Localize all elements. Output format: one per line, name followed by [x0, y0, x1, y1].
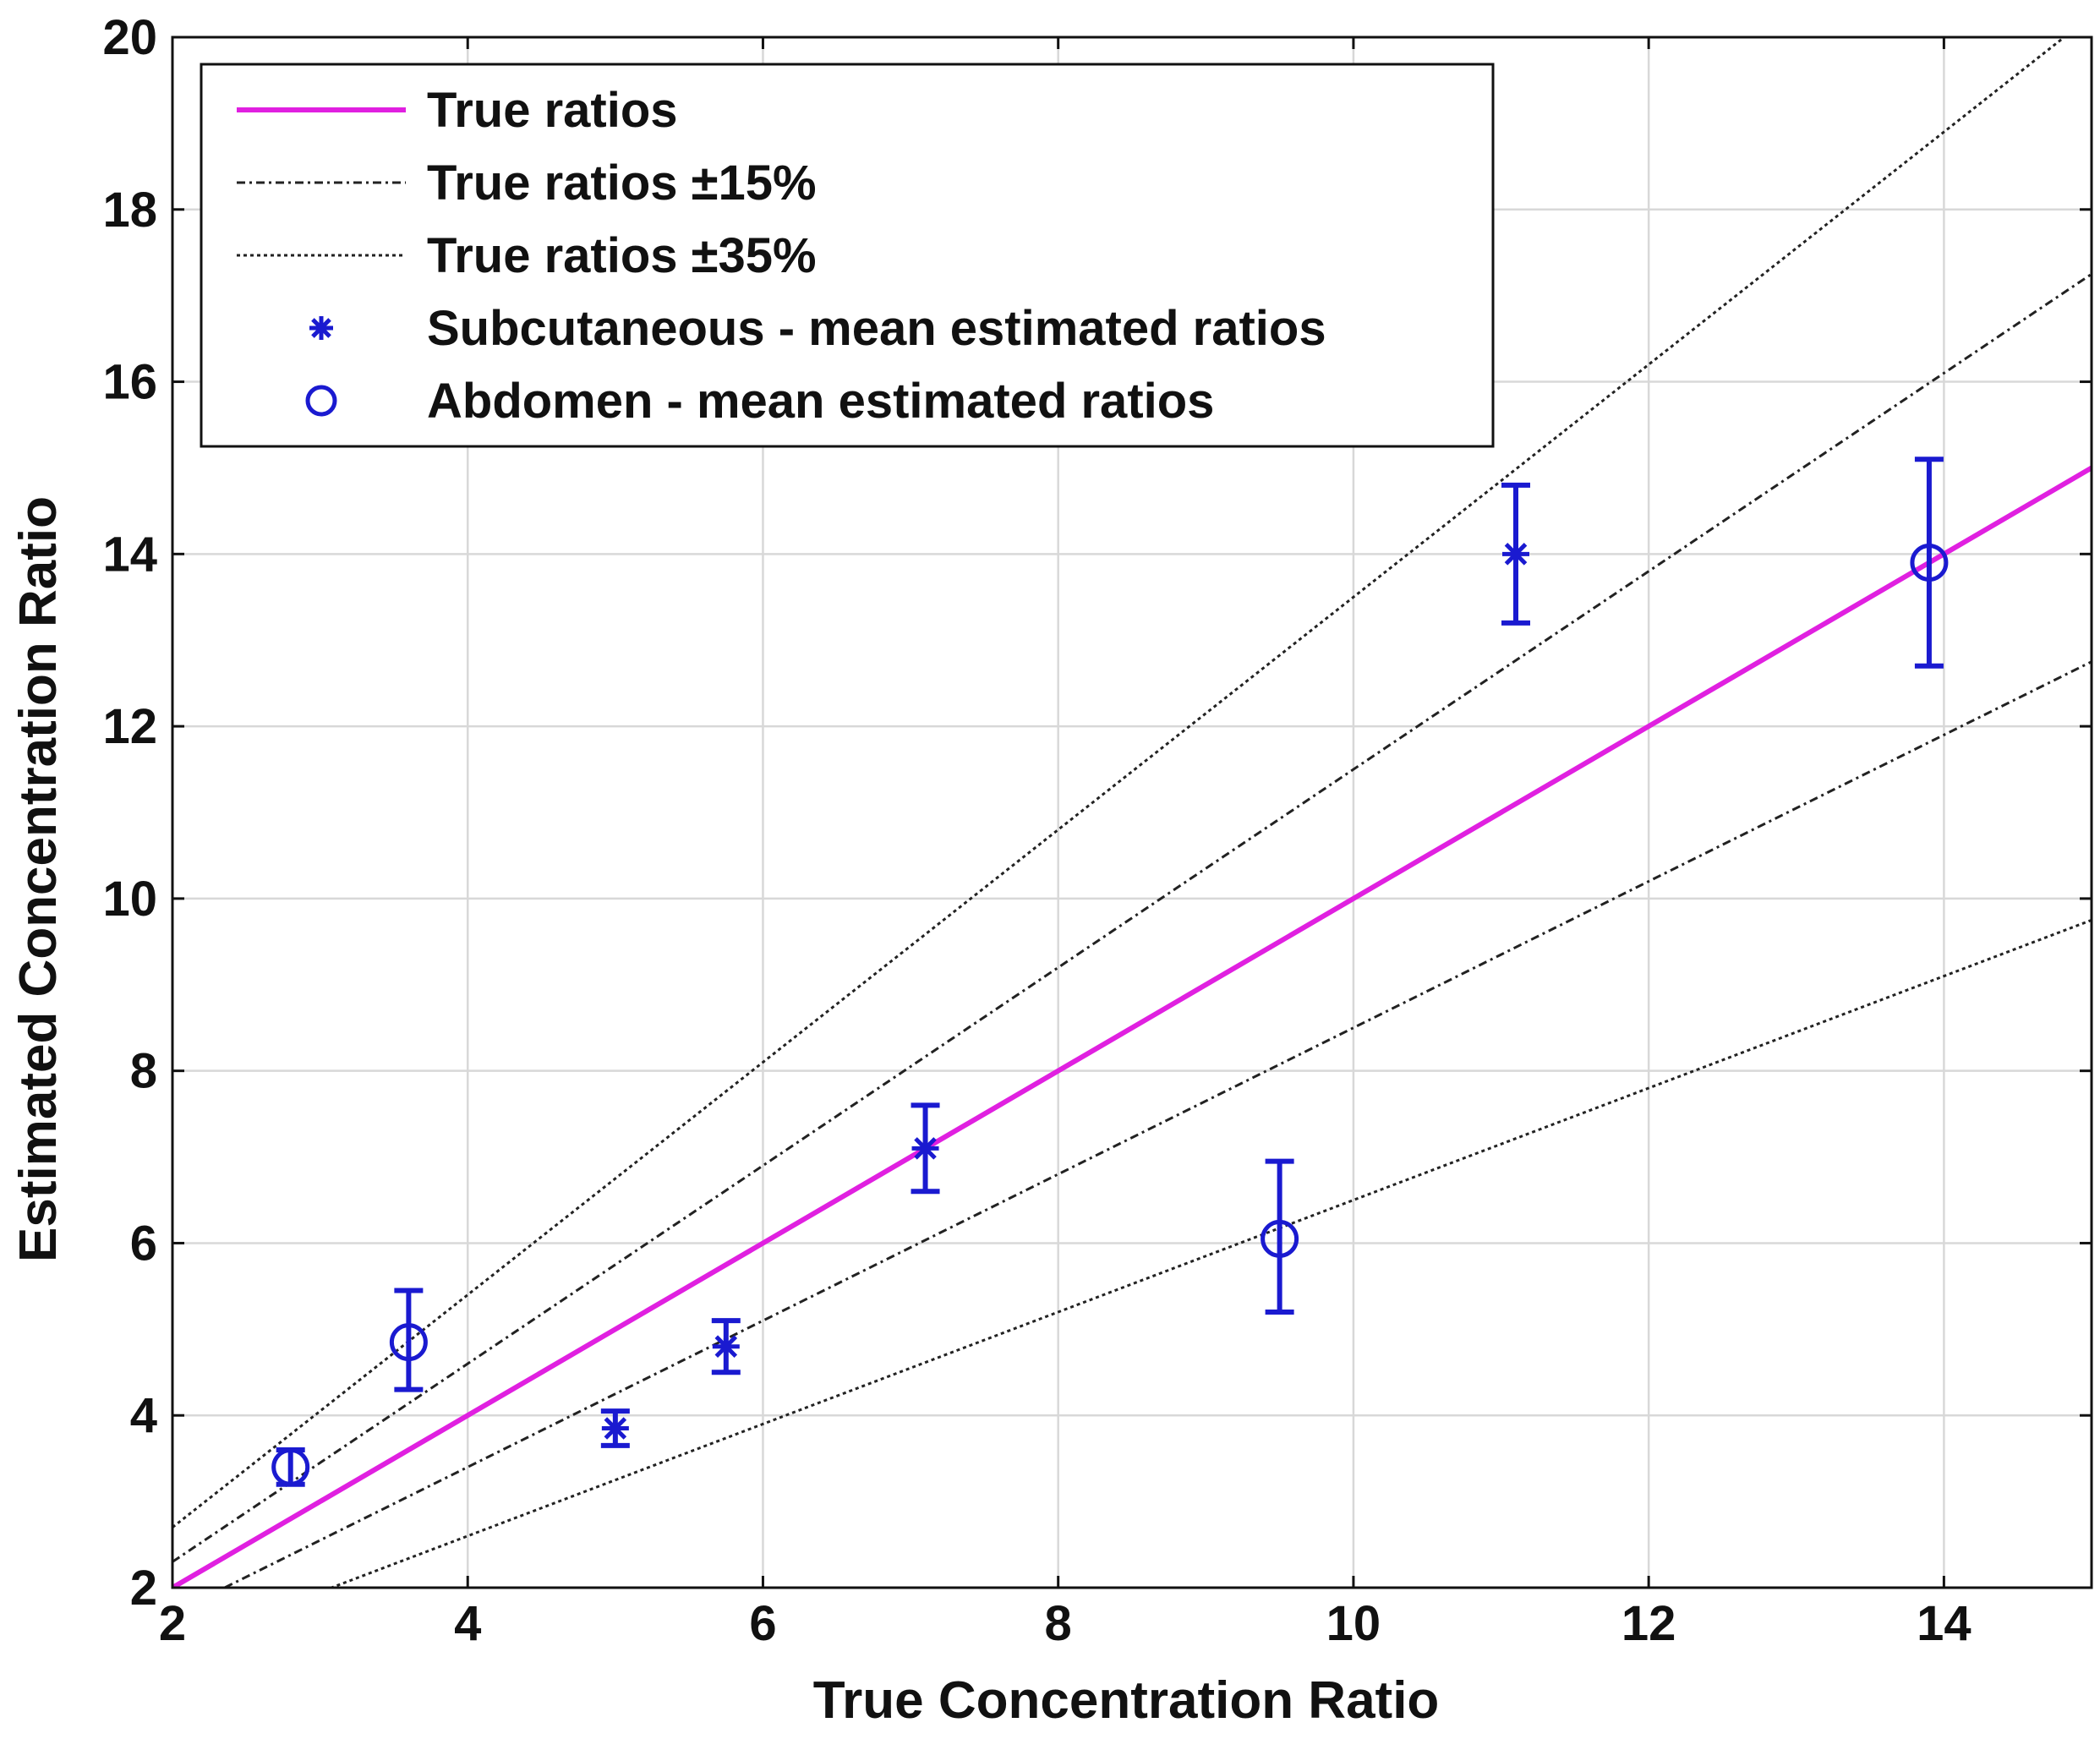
legend-item: True ratios ±15%	[237, 156, 817, 211]
legend-label: Subcutaneous - mean estimated ratios	[427, 301, 1326, 356]
subcutaneous-point	[600, 1408, 630, 1448]
x-axis-label: True Concentration Ratio	[813, 1671, 1440, 1730]
minus-15-line	[221, 660, 2092, 1588]
abdomen-point	[1910, 457, 1949, 669]
y-tick-label: 4	[130, 1388, 157, 1443]
legend-label: True ratios ±35%	[427, 228, 817, 283]
plus-15-line	[172, 272, 2092, 1563]
y-tick-label: 10	[102, 872, 157, 927]
plus-35-line	[172, 37, 2067, 1528]
circle-marker-ring	[271, 1447, 310, 1486]
y-axis-label: Estimated Concentration Ratio	[9, 496, 68, 1262]
legend-item: Subcutaneous - mean estimated ratios	[309, 301, 1326, 356]
x-tick-label: 14	[1917, 1596, 1971, 1651]
asterisk-marker-stroke	[604, 1417, 627, 1440]
legend-label: True ratios	[427, 83, 678, 138]
abdomen-point	[389, 1288, 428, 1392]
asterisk-marker-stroke	[714, 1335, 738, 1358]
legend-item: True ratios	[237, 83, 678, 138]
y-tick-label: 6	[130, 1216, 157, 1271]
legend-asterisk-stroke	[311, 318, 331, 338]
axes-layer: 2 4 6 8 10 12 14 2 4 6 8 10 12 14 16 18 20	[102, 10, 2093, 1651]
circle-marker-ring	[1261, 1219, 1299, 1258]
abdomen-point	[1261, 1158, 1299, 1315]
reference-lines-layer	[172, 37, 2092, 1588]
y-tick-label: 18	[102, 183, 157, 238]
subcutaneous-point	[711, 1318, 741, 1375]
x-tick-label: 10	[1326, 1596, 1381, 1651]
subcutaneous-point	[911, 1102, 940, 1195]
x-tick-label: 4	[454, 1596, 481, 1651]
asterisk-marker-stroke	[914, 1137, 937, 1160]
legend-circle-ring	[305, 385, 337, 417]
legend-label: True ratios ±15%	[427, 156, 817, 211]
circle-marker-ring	[1910, 544, 1949, 582]
x-tick-label: 8	[1045, 1596, 1072, 1651]
true-ratio-line	[172, 465, 2092, 1588]
abdomen-point	[271, 1446, 310, 1487]
legend: True ratios True ratios ±15% True ratios ±…	[200, 63, 1495, 448]
x-tick-label: 2	[159, 1596, 186, 1651]
x-tick-label: 12	[1621, 1596, 1676, 1651]
legend-item: True ratios ±35%	[237, 228, 817, 283]
plot-frame	[171, 36, 2093, 1589]
y-tick-label: 14	[102, 527, 157, 582]
x-tick-label: 6	[749, 1596, 776, 1651]
legend-item: Abdomen - mean estimated ratios	[305, 374, 1214, 429]
y-tick-label: 16	[102, 355, 157, 410]
y-tick-label: 20	[102, 10, 157, 65]
subcutaneous-point	[1501, 482, 1530, 626]
asterisk-marker-stroke	[1504, 543, 1528, 566]
y-tick-label: 12	[102, 699, 157, 754]
circle-marker-ring	[389, 1323, 428, 1362]
data-points-layer	[271, 457, 1949, 1487]
y-tick-label: 2	[130, 1561, 157, 1616]
legend-label: Abdomen - mean estimated ratios	[427, 374, 1214, 429]
y-tick-label: 8	[130, 1044, 157, 1099]
legend-box	[200, 63, 1495, 448]
